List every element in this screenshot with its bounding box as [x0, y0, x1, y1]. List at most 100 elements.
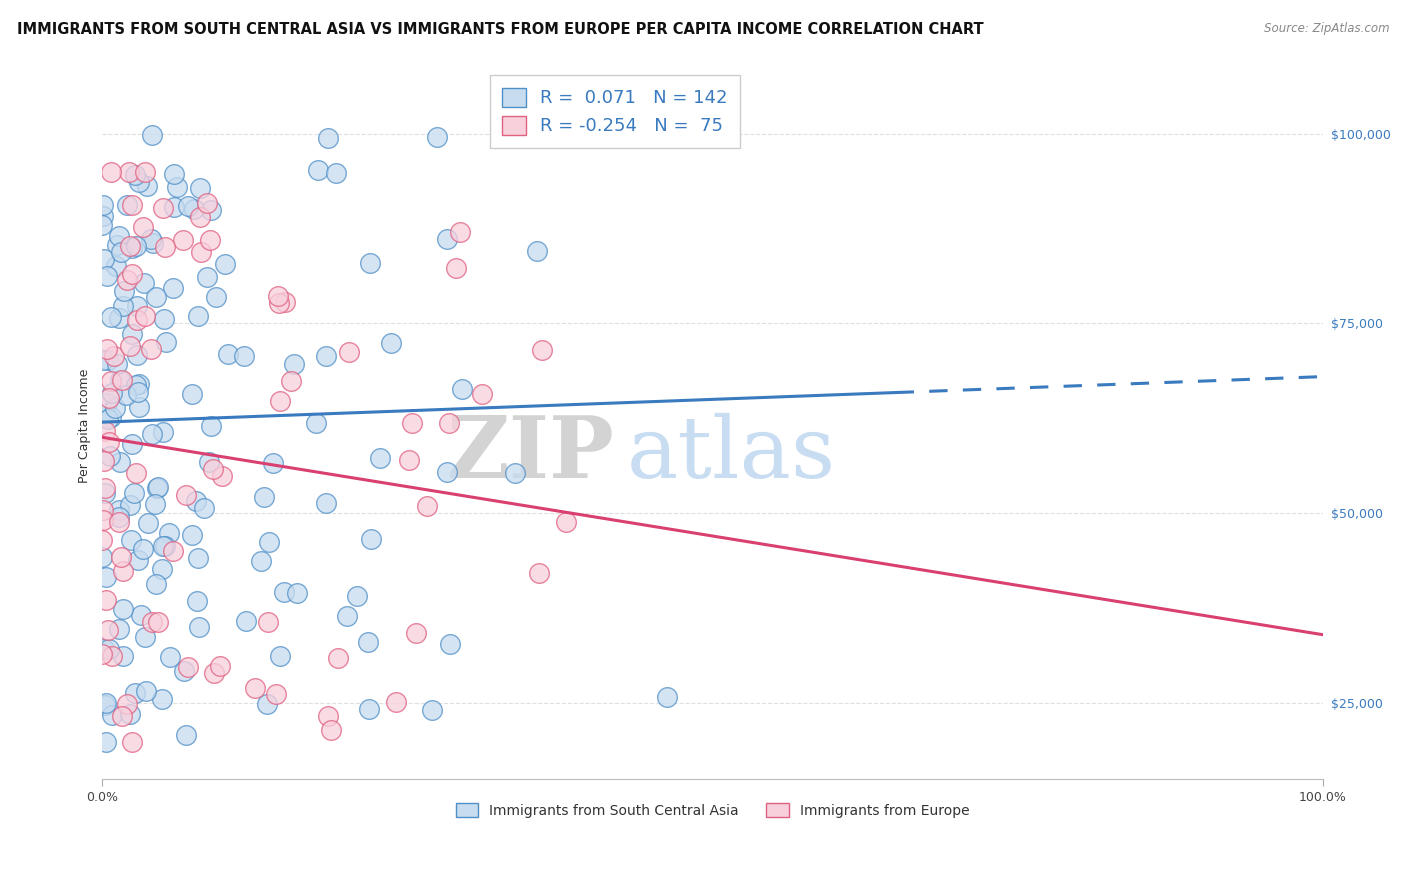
Point [146, 615, 169, 629]
Point [93, 513, 115, 527]
Point [163, 167, 186, 181]
Point [655, 690, 678, 705]
Point [420, 702, 443, 716]
Point [108, 510, 131, 524]
Point [211, 468, 233, 483]
Point [111, 299, 134, 313]
Point [180, 528, 202, 542]
Point [100, 374, 122, 388]
Point [273, 585, 295, 599]
Point [97, 624, 120, 638]
Point [103, 350, 125, 364]
Point [205, 290, 228, 304]
Point [120, 707, 142, 722]
Point [437, 416, 460, 430]
Point [150, 562, 173, 576]
Point [93, 642, 115, 657]
Point [346, 589, 368, 603]
Point [118, 498, 141, 512]
Point [108, 374, 131, 388]
Point [316, 708, 339, 723]
Point [173, 664, 195, 678]
Text: ZIP: ZIP [447, 412, 614, 496]
Point [426, 130, 449, 145]
Point [93, 698, 115, 712]
Point [127, 313, 149, 327]
Point [198, 233, 221, 247]
Point [197, 455, 219, 469]
Point [188, 180, 211, 194]
Point [257, 615, 280, 629]
Point [152, 425, 174, 440]
Point [416, 499, 439, 513]
Point [195, 269, 218, 284]
Point [121, 267, 143, 281]
Point [163, 201, 186, 215]
Point [110, 708, 132, 723]
Point [141, 426, 163, 441]
Point [150, 691, 173, 706]
Point [98, 391, 121, 405]
Point [527, 566, 550, 580]
Point [96, 342, 118, 356]
Point [444, 261, 467, 276]
Point [554, 515, 576, 529]
Point [274, 295, 297, 310]
Point [115, 198, 138, 212]
Point [94, 696, 117, 710]
Point [439, 637, 461, 651]
Legend: Immigrants from South Central Asia, Immigrants from Europe: Immigrants from South Central Asia, Immi… [449, 797, 976, 825]
Point [505, 466, 527, 480]
Point [155, 334, 177, 349]
Point [195, 195, 218, 210]
Point [141, 615, 163, 629]
Point [186, 594, 208, 608]
Point [336, 608, 359, 623]
Point [200, 419, 222, 434]
Point [316, 130, 339, 145]
Point [128, 175, 150, 189]
Point [111, 373, 134, 387]
Point [97, 352, 120, 367]
Point [111, 602, 134, 616]
Point [262, 456, 284, 470]
Point [93, 252, 115, 267]
Point [449, 225, 471, 239]
Point [91, 533, 114, 547]
Point [315, 349, 337, 363]
Point [180, 387, 202, 401]
Point [159, 650, 181, 665]
Point [93, 209, 115, 223]
Point [143, 497, 166, 511]
Point [125, 466, 148, 480]
Point [162, 544, 184, 558]
Point [108, 229, 131, 244]
Point [94, 424, 117, 438]
Point [132, 276, 155, 290]
Point [94, 482, 117, 496]
Point [125, 378, 148, 392]
Point [145, 290, 167, 304]
Point [166, 180, 188, 194]
Point [141, 128, 163, 142]
Point [145, 577, 167, 591]
Point [111, 564, 134, 578]
Point [121, 198, 143, 212]
Point [531, 343, 554, 358]
Point [100, 385, 122, 400]
Point [105, 259, 128, 273]
Point [125, 238, 148, 252]
Point [96, 734, 118, 748]
Point [114, 388, 136, 402]
Point [100, 649, 122, 664]
Point [127, 299, 149, 313]
Point [283, 357, 305, 371]
Point [108, 455, 131, 469]
Point [94, 486, 117, 500]
Point [436, 232, 458, 246]
Point [91, 353, 114, 368]
Point [183, 202, 205, 217]
Point [100, 310, 122, 325]
Point [232, 349, 254, 363]
Point [200, 203, 222, 218]
